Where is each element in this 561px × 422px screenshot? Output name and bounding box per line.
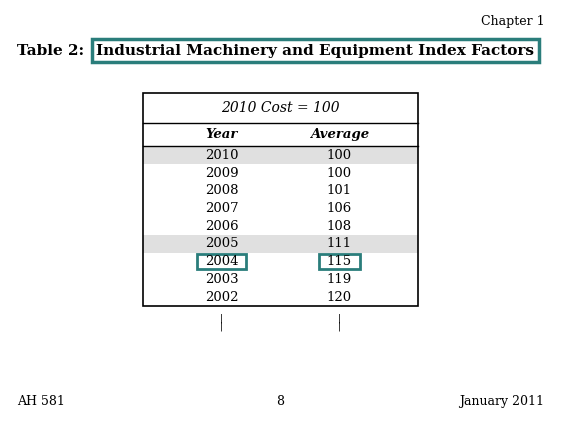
Text: 8: 8 (277, 395, 284, 408)
Text: Chapter 1: Chapter 1 (481, 15, 544, 28)
Text: 2009: 2009 (205, 167, 238, 179)
Text: 100: 100 (327, 149, 352, 162)
Text: 111: 111 (327, 238, 352, 250)
Text: AH 581: AH 581 (17, 395, 65, 408)
Text: Table 2:: Table 2: (17, 43, 89, 58)
Text: 100: 100 (327, 167, 352, 179)
Text: 120: 120 (327, 291, 352, 303)
Text: |: | (338, 322, 341, 331)
Text: Industrial Machinery and Equipment Index Factors: Industrial Machinery and Equipment Index… (96, 43, 535, 58)
Text: |: | (220, 313, 223, 322)
Text: 2010: 2010 (205, 149, 238, 162)
Text: 2005: 2005 (205, 238, 238, 250)
Text: 2008: 2008 (205, 184, 238, 197)
Text: |: | (220, 322, 223, 331)
Text: 2010 Cost = 100: 2010 Cost = 100 (221, 101, 340, 115)
Text: Year: Year (205, 128, 238, 141)
Text: 2002: 2002 (205, 291, 238, 303)
Text: 2007: 2007 (205, 202, 238, 215)
Text: 119: 119 (327, 273, 352, 286)
Text: Average: Average (310, 128, 369, 141)
Text: |: | (338, 313, 341, 322)
Text: 101: 101 (327, 184, 352, 197)
Text: 2006: 2006 (205, 220, 238, 233)
Text: 115: 115 (327, 255, 352, 268)
Text: 2003: 2003 (205, 273, 238, 286)
Text: January 2011: January 2011 (459, 395, 544, 408)
Text: 106: 106 (327, 202, 352, 215)
Text: 108: 108 (327, 220, 352, 233)
Text: 2004: 2004 (205, 255, 238, 268)
